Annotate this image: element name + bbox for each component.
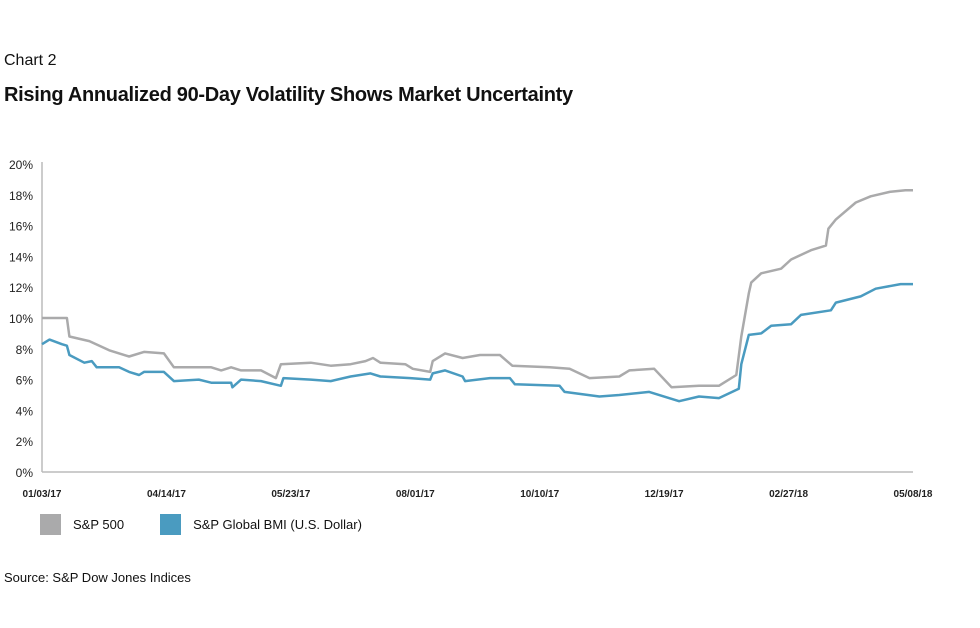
x-tick-label: 02/27/18 — [769, 489, 808, 500]
source-note: Source: S&P Dow Jones Indices — [4, 570, 191, 585]
legend-swatch — [160, 514, 182, 535]
x-tick-label: 05/08/18 — [894, 489, 933, 500]
x-tick-label: 12/19/17 — [645, 489, 684, 500]
y-tick-label: 10% — [9, 312, 33, 326]
x-tick-label: 05/23/17 — [271, 489, 310, 500]
chart-number: Chart 2 — [4, 52, 57, 69]
x-tick-label: 10/10/17 — [520, 489, 559, 500]
y-tick-label: 18% — [9, 189, 33, 203]
y-tick-label: 6% — [16, 374, 34, 388]
legend-label: S&P 500 — [73, 517, 125, 532]
x-tick-label: 04/14/17 — [147, 489, 186, 500]
series-line-global-bmi — [41, 282, 913, 403]
legend-item-sp500: S&P 500 — [40, 514, 124, 535]
legend-label: S&P Global BMI (U.S. Dollar) — [193, 517, 362, 532]
x-tick-label: 01/03/17 — [23, 489, 62, 500]
y-tick-label: 16% — [9, 220, 33, 234]
y-tick-label: 20% — [9, 158, 33, 172]
legend-swatch — [40, 514, 61, 535]
legend: S&P 500 S&P Global BMI (U.S. Dollar) — [40, 514, 362, 535]
y-tick-label: 12% — [9, 281, 33, 295]
legend-item-global-bmi: S&P Global BMI (U.S. Dollar) — [160, 514, 362, 535]
y-tick-label: 4% — [16, 404, 34, 418]
x-tick-label: 08/01/17 — [396, 489, 435, 500]
y-tick-label: 8% — [16, 343, 34, 357]
y-tick-label: 14% — [9, 250, 33, 264]
chart-title: Rising Annualized 90-Day Volatility Show… — [4, 84, 573, 106]
y-tick-label: 2% — [16, 435, 34, 449]
series-line-sp500 — [42, 188, 913, 389]
y-tick-label: 0% — [16, 466, 34, 480]
